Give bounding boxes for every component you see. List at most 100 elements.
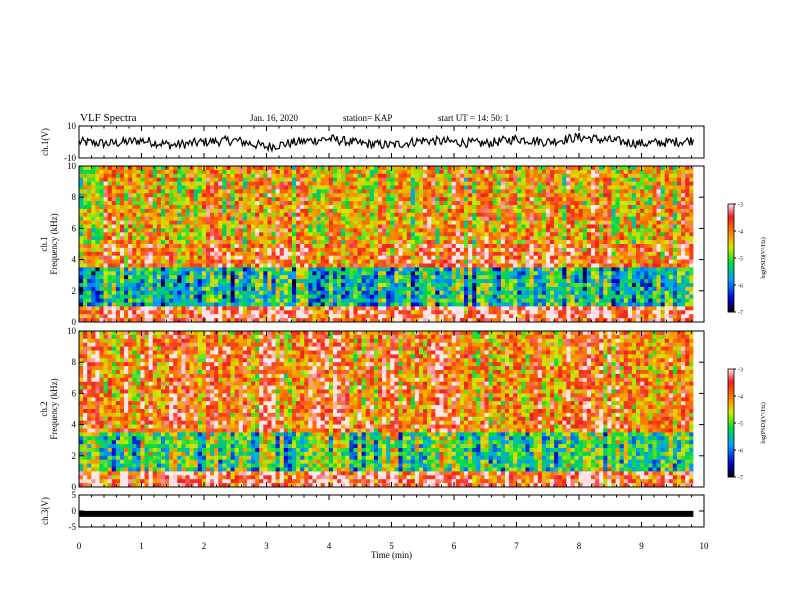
colorbar-cell [728, 303, 734, 306]
colorbar-cell [728, 423, 734, 426]
colorbar-cell [728, 415, 734, 418]
x-tick-label: 6 [452, 541, 457, 551]
colorbar-cell [728, 376, 734, 379]
colorbar-cell [728, 243, 734, 246]
colorbar-cell [728, 290, 734, 293]
colorbar-cell [728, 471, 734, 474]
y-tick-label: 0 [72, 482, 77, 492]
ch2-spectrogram-ylabel-channel: ch.2 [39, 401, 49, 416]
colorbar-cell [728, 268, 734, 271]
colorbar-cell [728, 297, 734, 300]
ch1-waveform-ylabel: ch.1(V) [40, 128, 50, 156]
colorbar-cell [728, 424, 734, 427]
colorbar-cell [728, 473, 734, 476]
colorbar-cell [728, 460, 734, 463]
colorbar-cell [728, 225, 734, 228]
y-tick-label: 8 [72, 357, 77, 367]
colorbar-cell [728, 457, 734, 460]
ch1-spectrogram-cells [79, 166, 694, 323]
colorbar-cell [728, 223, 734, 226]
colorbar-cell [728, 276, 734, 279]
colorbar-cell [728, 204, 734, 207]
colorbar-cell [728, 205, 734, 208]
y-tick-label: 6 [72, 388, 77, 398]
colorbar-tick-label: -7 [738, 476, 743, 482]
colorbar-cell [728, 306, 734, 309]
colorbar-cell [728, 370, 734, 373]
colorbar-tick-label: -6 [738, 284, 743, 290]
colorbar-cell [728, 378, 734, 381]
colorbar-cell [728, 435, 734, 438]
colorbar-cell [728, 240, 734, 243]
y-tick-label: -5 [69, 522, 77, 532]
figure-title: VLF Spectra [80, 112, 137, 124]
colorbar-cell [728, 238, 734, 241]
ch1-spectrogram-ylabel: Frequency (kHz) [49, 213, 59, 274]
ch1-no-data [693, 166, 704, 322]
colorbar-cell [728, 433, 734, 436]
colorbar-cell [728, 261, 734, 264]
colorbar-cell [728, 256, 734, 259]
colorbar-cell [728, 468, 734, 471]
colorbar-cell [728, 270, 734, 273]
colorbar-cell [728, 388, 734, 391]
y-tick-label: 10 [67, 326, 77, 336]
colorbar-cell [728, 265, 734, 268]
colorbar-cell [728, 408, 734, 411]
colorbar-cell [728, 245, 734, 248]
colorbar-cell [728, 459, 734, 462]
colorbar-cell [728, 310, 734, 313]
y-tick-label: 2 [72, 451, 77, 461]
colorbar-cell [728, 241, 734, 244]
colorbar-cell [728, 229, 734, 232]
colorbar-cell [728, 428, 734, 431]
colorbar-cell [728, 295, 734, 298]
colorbar-tick-label: -3 [738, 203, 743, 209]
y-tick-label: 10 [67, 121, 77, 131]
colorbar-cell [728, 369, 734, 372]
colorbar-cell [728, 218, 734, 221]
ch2-colorbar-label: log(PSD)(V²/Hz) [760, 402, 767, 443]
colorbar-cell [728, 385, 734, 388]
colorbar-cell [728, 259, 734, 262]
colorbar-cell [728, 286, 734, 289]
colorbar-cell [728, 231, 734, 234]
colorbar-cell [728, 453, 734, 456]
colorbar-cell [728, 304, 734, 307]
x-tick-label: 1 [139, 541, 144, 551]
colorbar-cell [728, 414, 734, 417]
x-tick-label: 4 [327, 541, 332, 551]
colorbar-cell [728, 430, 734, 433]
x-tick-label: 3 [264, 541, 269, 551]
colorbar-cell [728, 292, 734, 295]
y-tick-label: 10 [67, 161, 77, 171]
colorbar-cell [728, 232, 734, 235]
ch1-colorbar-label: log(PSD)(V²/Hz) [760, 237, 767, 278]
colorbar-cell [728, 381, 734, 384]
colorbar-cell [728, 285, 734, 288]
colorbar-cell [728, 214, 734, 217]
colorbar-cell [728, 272, 734, 275]
colorbar-cell [728, 247, 734, 250]
colorbar-cell [728, 469, 734, 472]
start-time-label: start UT = 14: 50: 1 [438, 113, 510, 123]
x-tick-label: 9 [639, 541, 644, 551]
colorbar-cell [728, 405, 734, 408]
colorbar-cell [728, 383, 734, 386]
colorbar-tick-label: -4 [738, 395, 743, 401]
colorbar-cell [728, 421, 734, 424]
x-tick-label: 5 [389, 541, 394, 551]
colorbar-tick-label: -6 [738, 449, 743, 455]
colorbar-cell [728, 410, 734, 413]
colorbar-cell [728, 372, 734, 375]
x-tick-label: 2 [202, 541, 207, 551]
colorbar-cell [728, 442, 734, 445]
date-label: Jan. 16, 2020 [250, 113, 298, 123]
ch2-no-data [693, 331, 704, 487]
colorbar-cell [728, 403, 734, 406]
ch2-spectrogram-cells [79, 331, 694, 488]
colorbar-cell [728, 250, 734, 253]
colorbar-cell [728, 392, 734, 395]
colorbar-cell [728, 209, 734, 212]
y-tick-label: 6 [72, 223, 77, 233]
